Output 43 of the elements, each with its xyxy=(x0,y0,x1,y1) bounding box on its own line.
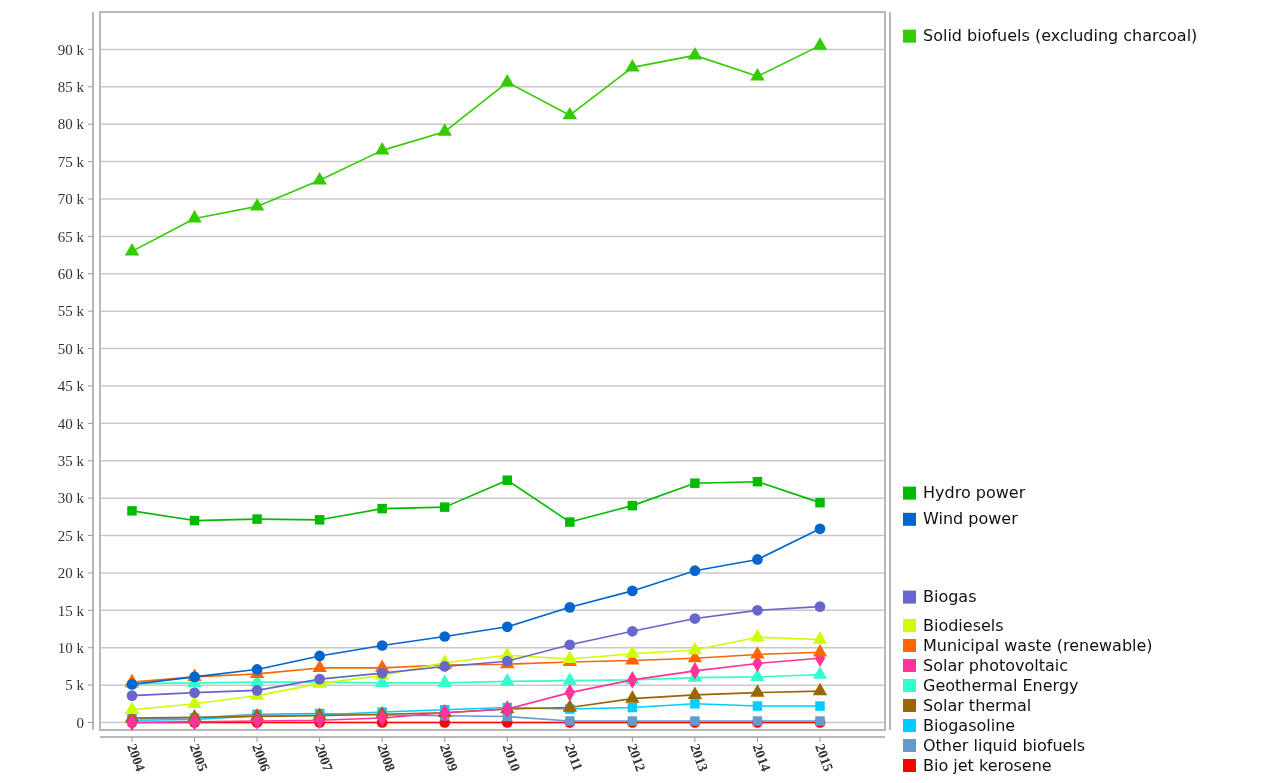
legend-label: Wind power xyxy=(923,509,1019,529)
y-tick-label: 70 k xyxy=(57,191,85,208)
y-tick-label: 90 k xyxy=(57,41,85,58)
y-tick-label: 15 k xyxy=(57,602,85,619)
legend-label: Biogas xyxy=(923,587,977,607)
x-tick-label: 2011 xyxy=(562,741,586,773)
y-tick-label: 60 k xyxy=(57,266,85,283)
y-tick-label: 65 k xyxy=(57,228,85,245)
y-tick-label: 80 k xyxy=(57,116,85,133)
y-tick-label: 35 k xyxy=(57,453,85,469)
y-tick-label: 25 k xyxy=(57,527,85,544)
legend-label: Biogasoline xyxy=(923,715,1016,735)
y-tick-label: 50 k xyxy=(57,340,85,357)
legend-label: Biodiesels xyxy=(923,615,1004,635)
legend-label: Other liquid biofuels xyxy=(923,735,1086,755)
y-tick-label: 55 k xyxy=(57,303,85,320)
x-tick-label: 2007 xyxy=(311,741,336,774)
y-tick-label: 45 k xyxy=(57,378,85,395)
x-tick-label: 2010 xyxy=(499,741,524,774)
x-tick-label: 2014 xyxy=(749,741,774,774)
y-tick-label: 5 k xyxy=(65,677,85,694)
y-tick-label: 0 xyxy=(76,714,84,731)
legend-label: Bio jet kerosene xyxy=(923,755,1052,775)
legend-label: Geothermal Energy xyxy=(923,675,1079,695)
legend-label: Solid biofuels (excluding charcoal) xyxy=(923,26,1198,46)
legend-label: Solar photovoltaic xyxy=(923,655,1069,675)
legend-label: Hydro power xyxy=(923,483,1026,503)
y-tick-label: 85 k xyxy=(57,79,85,96)
y-tick-label: 40 k xyxy=(57,415,85,432)
legend-label: Solar thermal xyxy=(923,695,1032,715)
x-tick-label: 2004 xyxy=(124,741,148,774)
legend-label: Municipal waste (renewable) xyxy=(923,635,1153,655)
y-tick-label: 75 k xyxy=(57,153,85,170)
x-tick-label: 2008 xyxy=(374,741,399,774)
x-tick-label: 2012 xyxy=(624,741,649,774)
x-tick-label: 2015 xyxy=(812,741,836,774)
y-tick-label: 20 k xyxy=(57,565,85,582)
y-tick-label: 10 k xyxy=(57,639,85,656)
y-tick-label: 30 k xyxy=(57,490,85,507)
x-tick-label: 2009 xyxy=(436,741,461,774)
x-tick-label: 2006 xyxy=(249,741,273,774)
x-tick-label: 2013 xyxy=(687,741,711,774)
x-tick-label: 2005 xyxy=(186,741,211,774)
